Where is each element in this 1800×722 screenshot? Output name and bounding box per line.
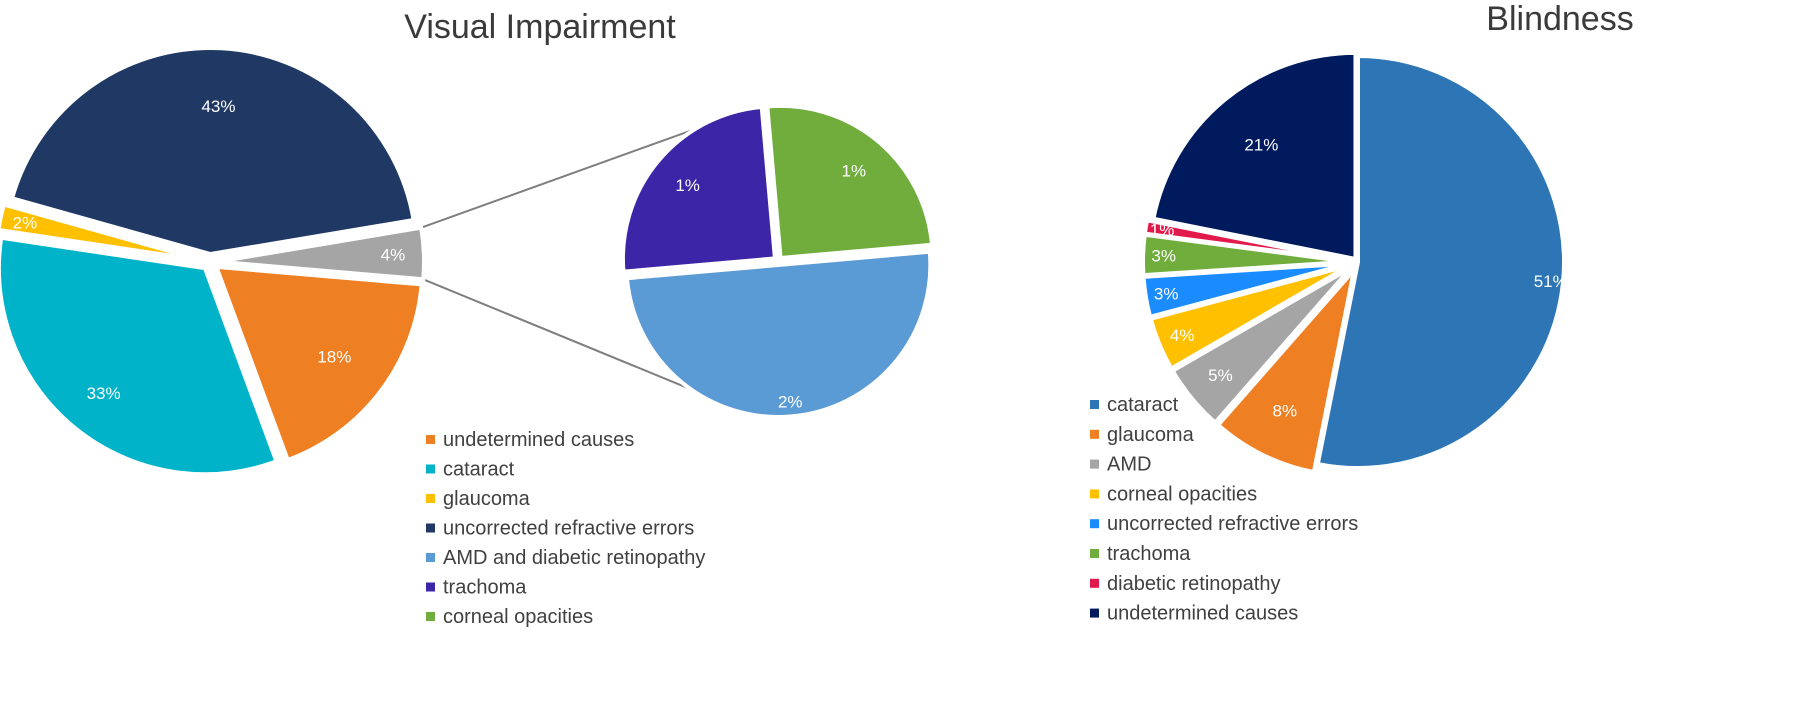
vi-slice-cataract: [0, 235, 279, 477]
bl-label-corneal-opacities: 4%: [1170, 326, 1195, 345]
connector-line-upper: [420, 122, 713, 229]
bl-label-glaucoma: 8%: [1272, 401, 1297, 420]
breakout-pie: 2% 1% 1%: [620, 103, 935, 419]
bl-legend-label-cataract: cataract: [1107, 394, 1179, 416]
vi-label-glaucoma: 2%: [13, 213, 38, 232]
bl-legend-marker-corneal-opacities: [1090, 489, 1099, 499]
vi-legend-marker-trachoma: [426, 582, 435, 592]
breakout-slice-corneal-opacities: [765, 103, 935, 261]
vi-legend-marker-cataract: [426, 464, 435, 474]
blindness-pie: 51% 8% 5% 4% 3% 3% 1% 21%: [1141, 50, 1568, 475]
bl-legend-label-undetermined-causes: undetermined causes: [1107, 603, 1298, 625]
vi-legend-label-cataract: cataract: [443, 459, 515, 481]
breakout-slice-amd-and-diabetic-retinopathy: [624, 249, 933, 419]
bl-label-cataract: 51%: [1534, 272, 1568, 291]
bl-label-undetermined-causes: 21%: [1244, 135, 1278, 154]
bl-slice-amd: [1169, 265, 1353, 426]
breakout-label-corneal-opacities: 1%: [842, 162, 867, 181]
blindness-title: Blindness: [1486, 0, 1633, 38]
vi-legend-label-corneal-opacities: corneal opacities: [443, 606, 593, 628]
vi-legend-label-undetermined-causes: undetermined causes: [443, 429, 634, 451]
bl-legend-marker-cataract: [1090, 400, 1099, 409]
vi-slice-glaucoma: [0, 202, 203, 263]
vi-slice-undetermined-causes: [213, 264, 424, 463]
breakout-label-amd-and-diabetic-retinopathy: 2%: [778, 392, 803, 411]
bl-legend-marker-amd: [1090, 459, 1099, 469]
bl-legend-label-diabetic-retinopathy: diabetic retinopathy: [1107, 573, 1280, 595]
bl-legend-label-uncorrected-refractive-errors: uncorrected refractive errors: [1107, 513, 1358, 535]
vi-legend-marker-undetermined-causes: [426, 435, 435, 444]
breakout-connector-lines: [420, 122, 713, 399]
bl-label-diabetic-retinopathy: 1%: [1150, 221, 1175, 240]
vi-label-cataract: 33%: [87, 384, 121, 403]
bl-legend-label-glaucoma: glaucoma: [1107, 424, 1195, 446]
bl-label-trachoma: 3%: [1151, 247, 1176, 266]
vi-legend-label-uncorrected-refractive-errors: uncorrected refractive errors: [443, 518, 694, 540]
connector-line-lower: [422, 278, 713, 399]
bl-legend-marker-diabetic-retinopathy: [1090, 578, 1099, 588]
bl-label-uncorrected-refractive-errors: 3%: [1154, 285, 1179, 304]
bl-legend-label-corneal-opacities: corneal opacities: [1107, 483, 1257, 505]
bl-legend-marker-glaucoma: [1090, 429, 1099, 439]
vi-label-uncorrected-refractive-errors: 43%: [201, 97, 235, 116]
vi-slice-uncorrected-refractive-errors: [9, 46, 416, 257]
visual-impairment-legend: undetermined causes cataract glaucoma uncor…: [426, 429, 705, 628]
bl-slice-cataract: [1315, 53, 1566, 470]
bl-legend-marker-uncorrected-refractive-errors: [1090, 519, 1099, 529]
bl-slice-undetermined-causes: [1151, 50, 1358, 262]
blindness-legend: cataract glaucoma AMD corneal opacities unco…: [1090, 394, 1358, 625]
breakout-label-trachoma: 1%: [675, 176, 700, 195]
bl-label-amd: 5%: [1208, 366, 1233, 385]
vi-legend-marker-corneal-opacities: [426, 612, 435, 621]
vi-legend-marker-glaucoma: [426, 494, 435, 503]
breakout-slice-trachoma: [620, 104, 778, 274]
bl-legend-marker-undetermined-causes: [1090, 608, 1099, 618]
vi-label-undetermined-causes: 18%: [317, 348, 351, 367]
visual-impairment-pie: 18% 33% 2% 43% 4%: [0, 46, 426, 477]
vi-legend-marker-amd-and-diabetic-retinopathy: [426, 553, 435, 562]
bl-slice-glaucoma: [1215, 263, 1358, 475]
vi-slice-amd-and-diabetic-retinopathy-trachoma-corneal-opacities: [217, 225, 426, 282]
vi-legend-label-trachoma: trachoma: [443, 577, 527, 599]
bl-legend-label-amd: AMD: [1107, 454, 1151, 476]
vi-legend-marker-uncorrected-refractive-errors: [426, 523, 435, 533]
vi-legend-label-glaucoma: glaucoma: [443, 488, 531, 510]
bl-legend-label-trachoma: trachoma: [1107, 543, 1191, 565]
bl-slice-diabetic-retinopathy: [1142, 217, 1350, 263]
bl-slice-corneal-opacities: [1148, 263, 1351, 372]
vi-label-amd-and-diabetic-retinopathy-trachoma-corneal-opacities: 4%: [381, 246, 406, 265]
vi-legend-label-amd-and-diabetic-retinopathy: AMD and diabetic retinopathy: [443, 547, 705, 569]
visual-impairment-title: Visual Impairment: [404, 8, 676, 46]
bl-legend-marker-trachoma: [1090, 549, 1099, 558]
